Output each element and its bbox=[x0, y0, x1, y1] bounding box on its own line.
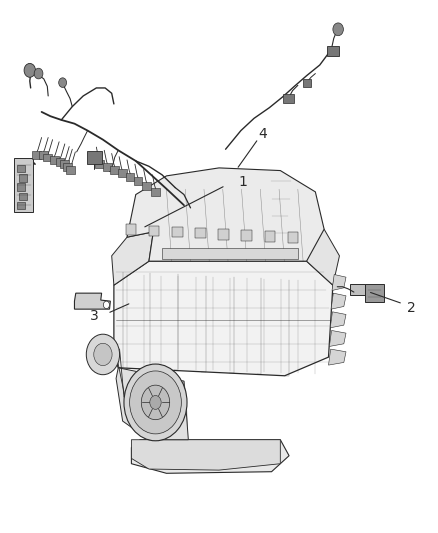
FancyBboxPatch shape bbox=[142, 182, 151, 190]
FancyBboxPatch shape bbox=[17, 165, 25, 172]
FancyBboxPatch shape bbox=[103, 163, 112, 171]
Circle shape bbox=[94, 343, 112, 366]
Polygon shape bbox=[127, 168, 324, 261]
FancyBboxPatch shape bbox=[14, 158, 33, 212]
FancyBboxPatch shape bbox=[43, 154, 52, 161]
Circle shape bbox=[130, 371, 181, 434]
Polygon shape bbox=[331, 293, 346, 309]
FancyBboxPatch shape bbox=[56, 158, 64, 166]
FancyBboxPatch shape bbox=[241, 230, 252, 241]
Polygon shape bbox=[116, 368, 188, 440]
Text: 3: 3 bbox=[90, 309, 99, 323]
FancyBboxPatch shape bbox=[63, 163, 72, 171]
FancyBboxPatch shape bbox=[172, 227, 183, 237]
Polygon shape bbox=[328, 349, 346, 365]
Polygon shape bbox=[131, 440, 280, 470]
FancyBboxPatch shape bbox=[60, 160, 69, 168]
FancyBboxPatch shape bbox=[350, 284, 365, 295]
Polygon shape bbox=[162, 248, 298, 259]
FancyBboxPatch shape bbox=[50, 156, 59, 164]
FancyBboxPatch shape bbox=[19, 174, 27, 182]
Circle shape bbox=[150, 395, 161, 409]
Polygon shape bbox=[114, 261, 333, 376]
FancyBboxPatch shape bbox=[283, 94, 294, 103]
FancyBboxPatch shape bbox=[17, 202, 25, 209]
FancyBboxPatch shape bbox=[327, 46, 339, 56]
FancyBboxPatch shape bbox=[134, 177, 142, 185]
FancyBboxPatch shape bbox=[95, 160, 104, 168]
Polygon shape bbox=[140, 449, 276, 465]
FancyBboxPatch shape bbox=[126, 224, 136, 235]
FancyBboxPatch shape bbox=[149, 225, 159, 236]
Circle shape bbox=[103, 301, 110, 309]
FancyBboxPatch shape bbox=[218, 229, 229, 240]
Polygon shape bbox=[298, 229, 339, 285]
Polygon shape bbox=[74, 293, 110, 309]
Polygon shape bbox=[112, 232, 153, 285]
Polygon shape bbox=[131, 440, 289, 473]
FancyBboxPatch shape bbox=[118, 169, 127, 177]
Circle shape bbox=[86, 334, 120, 375]
Circle shape bbox=[124, 364, 187, 441]
FancyBboxPatch shape bbox=[19, 193, 27, 200]
FancyBboxPatch shape bbox=[87, 151, 102, 164]
FancyBboxPatch shape bbox=[126, 173, 134, 181]
FancyBboxPatch shape bbox=[110, 166, 119, 174]
Text: 4: 4 bbox=[258, 127, 267, 141]
FancyBboxPatch shape bbox=[265, 231, 275, 242]
Polygon shape bbox=[330, 312, 346, 328]
Text: 1: 1 bbox=[239, 175, 247, 189]
FancyBboxPatch shape bbox=[195, 228, 206, 238]
FancyBboxPatch shape bbox=[365, 284, 384, 302]
FancyBboxPatch shape bbox=[32, 151, 41, 159]
Circle shape bbox=[333, 23, 343, 36]
Circle shape bbox=[59, 78, 67, 87]
Text: 2: 2 bbox=[407, 301, 416, 314]
FancyBboxPatch shape bbox=[151, 188, 160, 196]
Circle shape bbox=[24, 63, 35, 77]
FancyBboxPatch shape bbox=[303, 79, 311, 87]
FancyBboxPatch shape bbox=[39, 151, 48, 159]
FancyBboxPatch shape bbox=[66, 166, 75, 174]
FancyBboxPatch shape bbox=[288, 232, 298, 243]
Polygon shape bbox=[332, 274, 346, 290]
Circle shape bbox=[34, 68, 43, 79]
FancyBboxPatch shape bbox=[17, 183, 25, 191]
Circle shape bbox=[141, 385, 170, 419]
Polygon shape bbox=[329, 330, 346, 346]
